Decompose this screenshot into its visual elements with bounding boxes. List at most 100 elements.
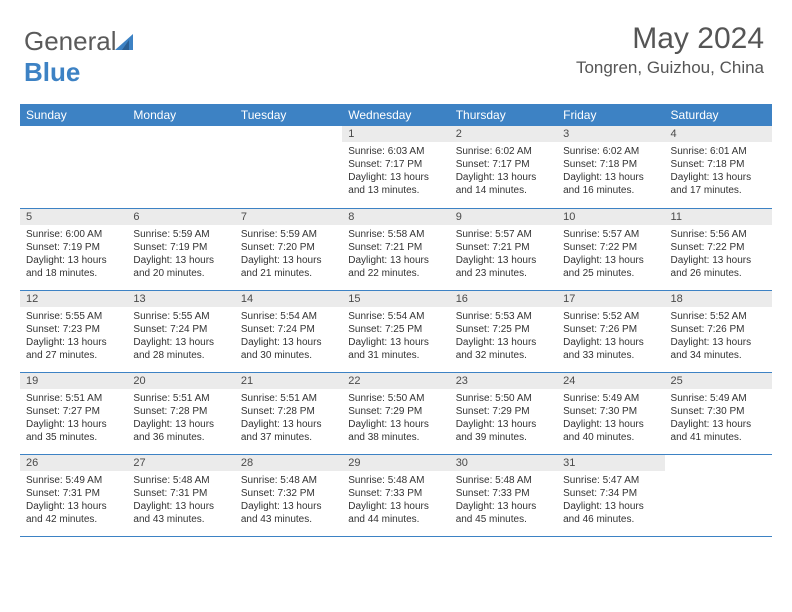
- calendar-week-row: 12Sunrise: 5:55 AMSunset: 7:23 PMDayligh…: [20, 290, 772, 372]
- calendar-day-cell: 7Sunrise: 5:59 AMSunset: 7:20 PMDaylight…: [235, 208, 342, 290]
- sunrise-text: Sunrise: 5:54 AM: [241, 310, 336, 323]
- sunset-text: Sunset: 7:29 PM: [456, 405, 551, 418]
- sunset-text: Sunset: 7:18 PM: [563, 158, 658, 171]
- sunset-text: Sunset: 7:26 PM: [671, 323, 766, 336]
- day-details: Sunrise: 5:52 AMSunset: 7:26 PMDaylight:…: [557, 307, 664, 366]
- sunset-text: Sunset: 7:28 PM: [241, 405, 336, 418]
- weekday-header: Wednesday: [342, 104, 449, 126]
- day-number: 17: [557, 291, 664, 307]
- calendar-table: Sunday Monday Tuesday Wednesday Thursday…: [20, 104, 772, 537]
- day-number: 14: [235, 291, 342, 307]
- daylight-text: Daylight: 13 hours and 22 minutes.: [348, 254, 443, 280]
- sunrise-text: Sunrise: 5:52 AM: [563, 310, 658, 323]
- day-number: 3: [557, 126, 664, 142]
- calendar-day-cell: 31Sunrise: 5:47 AMSunset: 7:34 PMDayligh…: [557, 454, 664, 536]
- calendar-day-cell: .: [20, 126, 127, 208]
- sunrise-text: Sunrise: 5:57 AM: [456, 228, 551, 241]
- sunset-text: Sunset: 7:21 PM: [456, 241, 551, 254]
- sunset-text: Sunset: 7:28 PM: [133, 405, 228, 418]
- day-number: 19: [20, 373, 127, 389]
- sunset-text: Sunset: 7:26 PM: [563, 323, 658, 336]
- day-number: 21: [235, 373, 342, 389]
- sunrise-text: Sunrise: 5:48 AM: [456, 474, 551, 487]
- calendar-day-cell: 22Sunrise: 5:50 AMSunset: 7:29 PMDayligh…: [342, 372, 449, 454]
- weekday-header: Friday: [557, 104, 664, 126]
- calendar-day-cell: 10Sunrise: 5:57 AMSunset: 7:22 PMDayligh…: [557, 208, 664, 290]
- day-number: 2: [450, 126, 557, 142]
- day-details: Sunrise: 6:01 AMSunset: 7:18 PMDaylight:…: [665, 142, 772, 201]
- day-details: Sunrise: 5:48 AMSunset: 7:33 PMDaylight:…: [342, 471, 449, 530]
- sunset-text: Sunset: 7:24 PM: [133, 323, 228, 336]
- day-number: 9: [450, 209, 557, 225]
- calendar-day-cell: 19Sunrise: 5:51 AMSunset: 7:27 PMDayligh…: [20, 372, 127, 454]
- day-details: Sunrise: 5:51 AMSunset: 7:28 PMDaylight:…: [235, 389, 342, 448]
- sunrise-text: Sunrise: 5:49 AM: [26, 474, 121, 487]
- sunset-text: Sunset: 7:30 PM: [563, 405, 658, 418]
- day-details: Sunrise: 5:51 AMSunset: 7:28 PMDaylight:…: [127, 389, 234, 448]
- day-details: Sunrise: 5:49 AMSunset: 7:30 PMDaylight:…: [557, 389, 664, 448]
- day-details: Sunrise: 6:03 AMSunset: 7:17 PMDaylight:…: [342, 142, 449, 201]
- sunset-text: Sunset: 7:31 PM: [133, 487, 228, 500]
- calendar-day-cell: 29Sunrise: 5:48 AMSunset: 7:33 PMDayligh…: [342, 454, 449, 536]
- month-year-title: May 2024: [576, 22, 764, 56]
- day-number: 5: [20, 209, 127, 225]
- logo: General Blue: [24, 26, 137, 88]
- sunset-text: Sunset: 7:19 PM: [133, 241, 228, 254]
- daylight-text: Daylight: 13 hours and 26 minutes.: [671, 254, 766, 280]
- calendar-day-cell: 3Sunrise: 6:02 AMSunset: 7:18 PMDaylight…: [557, 126, 664, 208]
- day-number: 26: [20, 455, 127, 471]
- day-number: 7: [235, 209, 342, 225]
- calendar-day-cell: 18Sunrise: 5:52 AMSunset: 7:26 PMDayligh…: [665, 290, 772, 372]
- calendar-day-cell: 24Sunrise: 5:49 AMSunset: 7:30 PMDayligh…: [557, 372, 664, 454]
- sunrise-text: Sunrise: 5:51 AM: [26, 392, 121, 405]
- weekday-header-row: Sunday Monday Tuesday Wednesday Thursday…: [20, 104, 772, 126]
- calendar-day-cell: 21Sunrise: 5:51 AMSunset: 7:28 PMDayligh…: [235, 372, 342, 454]
- calendar-day-cell: 15Sunrise: 5:54 AMSunset: 7:25 PMDayligh…: [342, 290, 449, 372]
- calendar-day-cell: 14Sunrise: 5:54 AMSunset: 7:24 PMDayligh…: [235, 290, 342, 372]
- weekday-header: Saturday: [665, 104, 772, 126]
- calendar-day-cell: 12Sunrise: 5:55 AMSunset: 7:23 PMDayligh…: [20, 290, 127, 372]
- day-number: 16: [450, 291, 557, 307]
- sunrise-text: Sunrise: 5:51 AM: [133, 392, 228, 405]
- daylight-text: Daylight: 13 hours and 42 minutes.: [26, 500, 121, 526]
- day-details: Sunrise: 5:58 AMSunset: 7:21 PMDaylight:…: [342, 225, 449, 284]
- calendar-day-cell: .: [235, 126, 342, 208]
- day-details: Sunrise: 5:47 AMSunset: 7:34 PMDaylight:…: [557, 471, 664, 530]
- day-details: Sunrise: 6:02 AMSunset: 7:17 PMDaylight:…: [450, 142, 557, 201]
- day-details: Sunrise: 5:52 AMSunset: 7:26 PMDaylight:…: [665, 307, 772, 366]
- day-details: Sunrise: 5:59 AMSunset: 7:20 PMDaylight:…: [235, 225, 342, 284]
- header-title-block: May 2024 Tongren, Guizhou, China: [576, 22, 764, 78]
- calendar-day-cell: 17Sunrise: 5:52 AMSunset: 7:26 PMDayligh…: [557, 290, 664, 372]
- daylight-text: Daylight: 13 hours and 13 minutes.: [348, 171, 443, 197]
- daylight-text: Daylight: 13 hours and 32 minutes.: [456, 336, 551, 362]
- day-number: 31: [557, 455, 664, 471]
- sunrise-text: Sunrise: 5:56 AM: [671, 228, 766, 241]
- sunrise-text: Sunrise: 5:49 AM: [563, 392, 658, 405]
- sunrise-text: Sunrise: 5:55 AM: [26, 310, 121, 323]
- day-number: 11: [665, 209, 772, 225]
- calendar-day-cell: 27Sunrise: 5:48 AMSunset: 7:31 PMDayligh…: [127, 454, 234, 536]
- day-details: Sunrise: 5:48 AMSunset: 7:31 PMDaylight:…: [127, 471, 234, 530]
- calendar-day-cell: 16Sunrise: 5:53 AMSunset: 7:25 PMDayligh…: [450, 290, 557, 372]
- daylight-text: Daylight: 13 hours and 43 minutes.: [133, 500, 228, 526]
- day-details: Sunrise: 5:57 AMSunset: 7:21 PMDaylight:…: [450, 225, 557, 284]
- sunset-text: Sunset: 7:22 PM: [563, 241, 658, 254]
- daylight-text: Daylight: 13 hours and 28 minutes.: [133, 336, 228, 362]
- day-number: 22: [342, 373, 449, 389]
- sunset-text: Sunset: 7:21 PM: [348, 241, 443, 254]
- daylight-text: Daylight: 13 hours and 36 minutes.: [133, 418, 228, 444]
- day-details: Sunrise: 5:53 AMSunset: 7:25 PMDaylight:…: [450, 307, 557, 366]
- daylight-text: Daylight: 13 hours and 39 minutes.: [456, 418, 551, 444]
- day-details: Sunrise: 5:55 AMSunset: 7:24 PMDaylight:…: [127, 307, 234, 366]
- day-number: 15: [342, 291, 449, 307]
- calendar-day-cell: 13Sunrise: 5:55 AMSunset: 7:24 PMDayligh…: [127, 290, 234, 372]
- day-details: Sunrise: 5:51 AMSunset: 7:27 PMDaylight:…: [20, 389, 127, 448]
- sunset-text: Sunset: 7:33 PM: [348, 487, 443, 500]
- day-number: 27: [127, 455, 234, 471]
- calendar-day-cell: .: [665, 454, 772, 536]
- day-number: 24: [557, 373, 664, 389]
- day-details: Sunrise: 5:50 AMSunset: 7:29 PMDaylight:…: [342, 389, 449, 448]
- day-details: Sunrise: 5:54 AMSunset: 7:25 PMDaylight:…: [342, 307, 449, 366]
- daylight-text: Daylight: 13 hours and 34 minutes.: [671, 336, 766, 362]
- calendar-day-cell: 23Sunrise: 5:50 AMSunset: 7:29 PMDayligh…: [450, 372, 557, 454]
